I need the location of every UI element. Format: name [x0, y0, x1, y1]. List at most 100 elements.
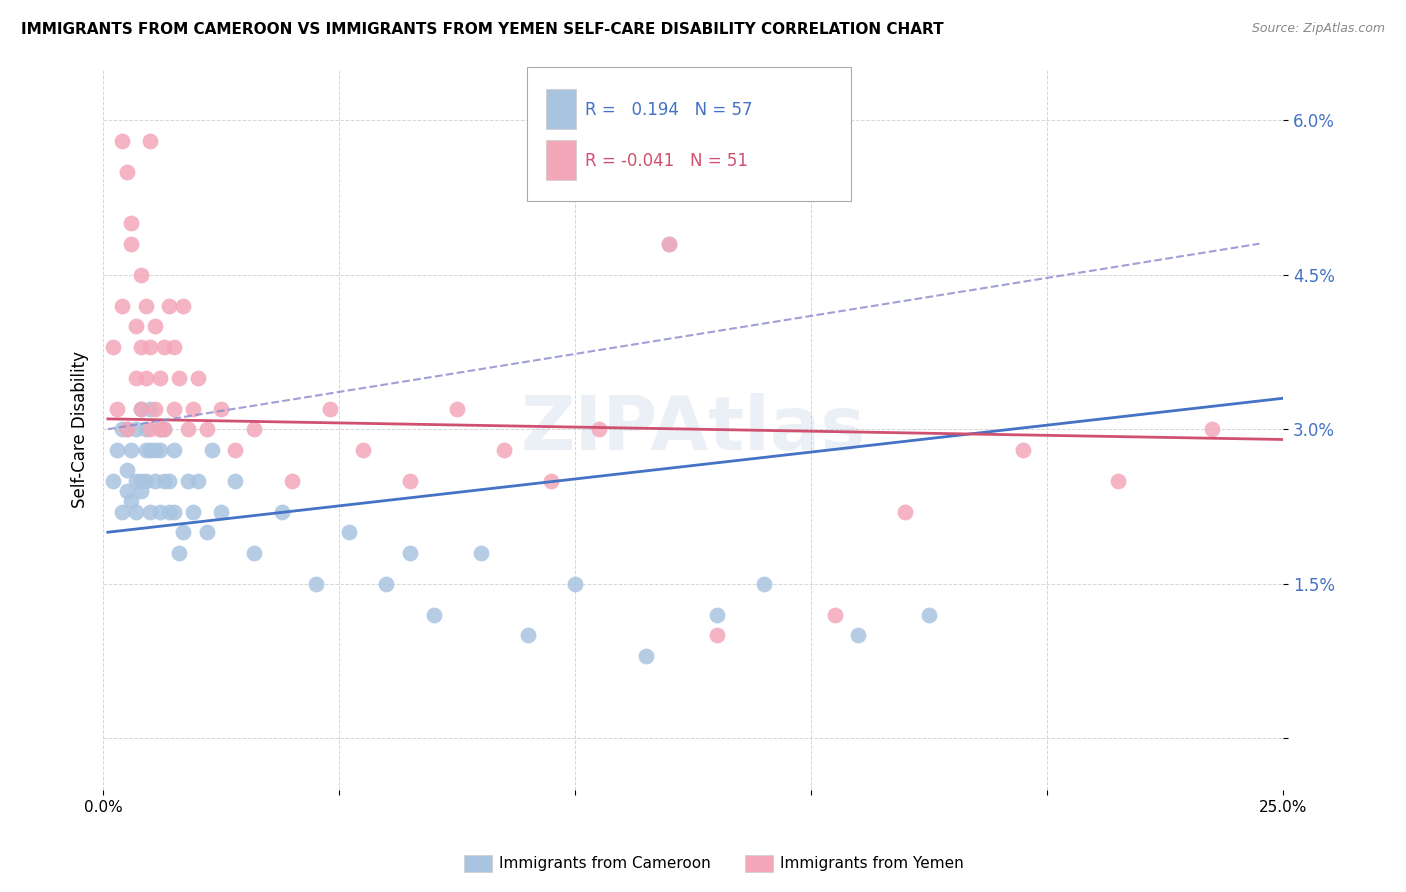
Point — [149, 505, 172, 519]
Point — [470, 546, 492, 560]
Point — [129, 401, 152, 416]
Point — [446, 401, 468, 416]
Point — [115, 463, 138, 477]
Point — [658, 236, 681, 251]
Point — [153, 422, 176, 436]
Point — [564, 576, 586, 591]
Point — [399, 474, 422, 488]
Point — [105, 442, 128, 457]
Point — [752, 576, 775, 591]
Point — [129, 474, 152, 488]
Point — [540, 474, 562, 488]
Point — [135, 370, 157, 384]
Point — [149, 422, 172, 436]
Point — [894, 505, 917, 519]
Point — [157, 505, 180, 519]
Point — [172, 299, 194, 313]
Point — [243, 422, 266, 436]
Point — [494, 442, 516, 457]
Point — [422, 607, 444, 622]
Point — [337, 525, 360, 540]
Point — [181, 505, 204, 519]
Point — [115, 483, 138, 498]
Point — [918, 607, 941, 622]
Point — [139, 442, 162, 457]
Point — [115, 422, 138, 436]
Point — [101, 340, 124, 354]
Point — [172, 525, 194, 540]
Point — [135, 299, 157, 313]
Point — [318, 401, 340, 416]
Point — [111, 505, 134, 519]
Point — [143, 401, 166, 416]
Point — [153, 340, 176, 354]
Point — [129, 483, 152, 498]
Point — [129, 268, 152, 282]
Point — [243, 546, 266, 560]
Point — [139, 422, 162, 436]
Point — [163, 442, 186, 457]
Point — [157, 474, 180, 488]
Point — [149, 370, 172, 384]
Point — [135, 474, 157, 488]
Text: R = -0.041   N = 51: R = -0.041 N = 51 — [585, 152, 748, 169]
Point — [120, 442, 142, 457]
Point — [153, 474, 176, 488]
Point — [224, 474, 246, 488]
Point — [209, 401, 232, 416]
Point — [125, 319, 148, 334]
Point — [824, 607, 846, 622]
Point — [399, 546, 422, 560]
Text: IMMIGRANTS FROM CAMEROON VS IMMIGRANTS FROM YEMEN SELF-CARE DISABILITY CORRELATI: IMMIGRANTS FROM CAMEROON VS IMMIGRANTS F… — [21, 22, 943, 37]
Point — [120, 494, 142, 508]
Point — [115, 422, 138, 436]
Point — [352, 442, 374, 457]
Text: Immigrants from Yemen: Immigrants from Yemen — [780, 856, 965, 871]
Point — [163, 401, 186, 416]
Point — [111, 422, 134, 436]
Point — [139, 134, 162, 148]
Point — [115, 164, 138, 178]
Point — [224, 442, 246, 457]
Point — [177, 474, 200, 488]
Point — [143, 474, 166, 488]
Point — [177, 422, 200, 436]
Point — [281, 474, 304, 488]
Point — [186, 370, 208, 384]
Point — [111, 299, 134, 313]
Point — [195, 525, 218, 540]
Point — [139, 401, 162, 416]
Point — [120, 236, 142, 251]
Point — [135, 442, 157, 457]
Point — [135, 422, 157, 436]
Text: R =   0.194   N = 57: R = 0.194 N = 57 — [585, 101, 752, 119]
Point — [143, 442, 166, 457]
Point — [846, 628, 869, 642]
Point — [129, 340, 152, 354]
Point — [516, 628, 538, 642]
Point — [181, 401, 204, 416]
Point — [139, 340, 162, 354]
Point — [271, 505, 294, 519]
Point — [125, 474, 148, 488]
Y-axis label: Self-Care Disability: Self-Care Disability — [72, 351, 89, 508]
Point — [149, 442, 172, 457]
Point — [209, 505, 232, 519]
Point — [375, 576, 398, 591]
Point — [149, 422, 172, 436]
Point — [163, 340, 186, 354]
Point — [658, 236, 681, 251]
Point — [201, 442, 224, 457]
Point — [1012, 442, 1035, 457]
Point — [129, 401, 152, 416]
Point — [125, 505, 148, 519]
Point — [163, 505, 186, 519]
Point — [167, 370, 190, 384]
Point — [157, 299, 180, 313]
Point — [125, 422, 148, 436]
Point — [195, 422, 218, 436]
Text: Source: ZipAtlas.com: Source: ZipAtlas.com — [1251, 22, 1385, 36]
Point — [706, 607, 728, 622]
Point — [139, 505, 162, 519]
Text: Immigrants from Cameroon: Immigrants from Cameroon — [499, 856, 711, 871]
